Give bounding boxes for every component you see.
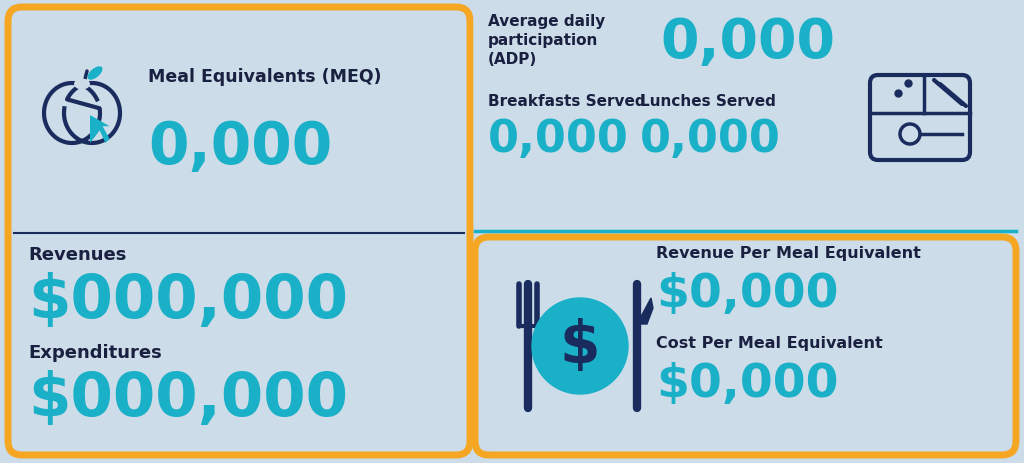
Text: $0,000: $0,000 xyxy=(656,271,839,316)
Text: Revenue Per Meal Equivalent: Revenue Per Meal Equivalent xyxy=(656,245,921,260)
FancyBboxPatch shape xyxy=(475,8,1016,232)
Text: $: $ xyxy=(560,318,600,375)
FancyBboxPatch shape xyxy=(475,238,1016,455)
Text: Revenues: Revenues xyxy=(28,245,126,263)
Text: Breakfasts Served: Breakfasts Served xyxy=(488,94,645,109)
Polygon shape xyxy=(637,284,653,324)
Ellipse shape xyxy=(87,67,102,81)
Text: 0,000: 0,000 xyxy=(148,119,332,175)
Polygon shape xyxy=(90,116,110,144)
FancyBboxPatch shape xyxy=(8,8,470,455)
Text: Meal Equivalents (MEQ): Meal Equivalents (MEQ) xyxy=(148,68,382,86)
Text: $000,000: $000,000 xyxy=(28,271,348,330)
Text: $0,000: $0,000 xyxy=(656,361,839,406)
Ellipse shape xyxy=(74,79,90,90)
Circle shape xyxy=(532,298,628,394)
Text: Lunches Served: Lunches Served xyxy=(640,94,776,109)
Text: $000,000: $000,000 xyxy=(28,369,348,428)
Text: 0,000: 0,000 xyxy=(488,118,629,161)
Text: Average daily
participation
(ADP): Average daily participation (ADP) xyxy=(488,14,605,67)
Text: 0,000: 0,000 xyxy=(660,16,835,70)
Text: Cost Per Meal Equivalent: Cost Per Meal Equivalent xyxy=(656,335,883,350)
Text: Expenditures: Expenditures xyxy=(28,343,162,361)
Text: 0,000: 0,000 xyxy=(640,118,781,161)
